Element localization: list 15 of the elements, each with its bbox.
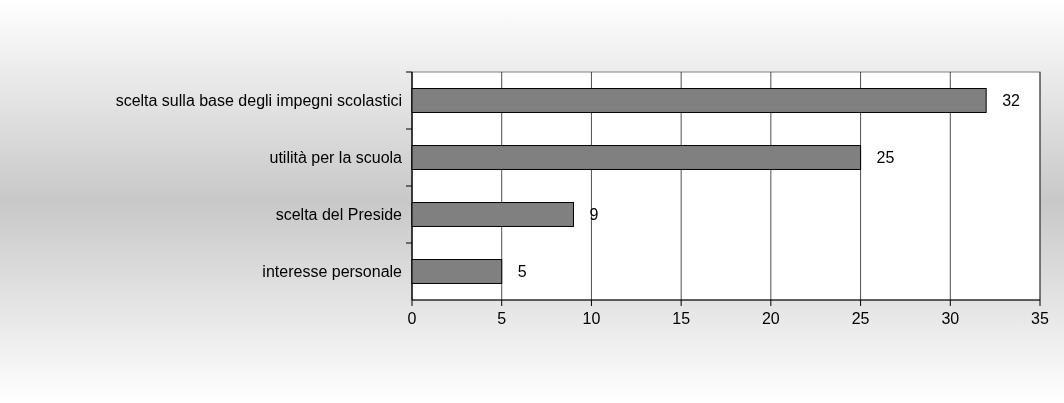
x-tick-label: 30 bbox=[941, 310, 960, 327]
y-tick-label: scelta del Preside bbox=[275, 206, 403, 224]
data-label: 32 bbox=[1002, 92, 1021, 110]
y-tick-label: scelta sulla base degli impegni scolastici bbox=[115, 92, 402, 110]
x-tick-label: 10 bbox=[582, 310, 601, 327]
data-label: 25 bbox=[876, 149, 895, 167]
x-tick-label: 20 bbox=[761, 310, 780, 327]
data-label: 5 bbox=[517, 263, 527, 281]
x-tick-label: 0 bbox=[407, 310, 417, 327]
y-tick-label: interesse personale bbox=[262, 263, 403, 281]
x-tick-label: 5 bbox=[497, 310, 507, 327]
x-tick-label: 15 bbox=[672, 310, 691, 327]
x-tick-label: 35 bbox=[1031, 310, 1049, 327]
x-tick-label: 25 bbox=[851, 310, 870, 327]
y-tick-label: utilità per la scuola bbox=[269, 149, 403, 167]
